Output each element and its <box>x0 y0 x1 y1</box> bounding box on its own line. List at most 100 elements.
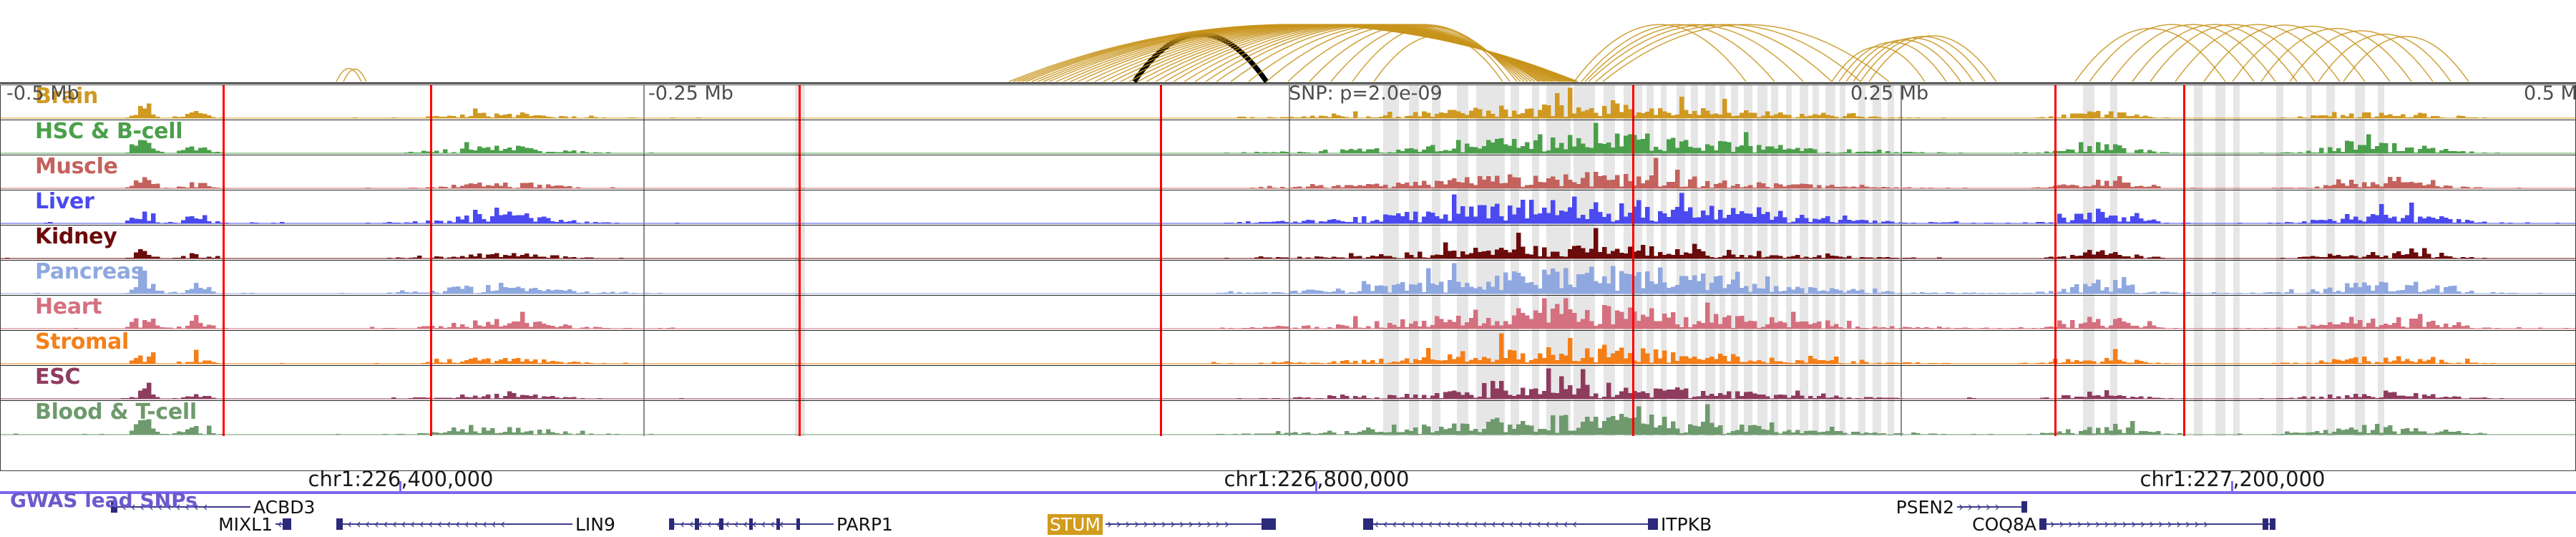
gwas-snp-marker-line <box>1632 155 1635 190</box>
regulatory-shade-band <box>2110 296 2117 330</box>
gene-label-coq8a[interactable]: COQ8A <box>1972 514 2036 535</box>
signal-bars <box>1 158 2575 189</box>
regulatory-shade-band <box>1731 401 1738 436</box>
coordinate-axis-line <box>0 491 2576 494</box>
gene-model-coq8a[interactable]: ››››››››››››››››››› COQ8A <box>1972 514 2275 535</box>
regulatory-shade-band <box>1661 120 1667 155</box>
regulatory-shade-band <box>1873 190 1881 225</box>
regulatory-shade-band <box>1840 401 1845 436</box>
gene-exon <box>2039 518 2046 530</box>
signal-track-heart[interactable]: Heart <box>1 296 2575 331</box>
gene-model-itpkb[interactable]: ‹‹‹‹‹‹‹‹‹‹‹‹‹‹‹‹‹‹‹‹‹‹‹‹ ITPKB <box>1363 514 1712 535</box>
signal-bars <box>1 368 2575 400</box>
axis-tick-guide-line <box>1901 155 1903 190</box>
regulatory-shade-band <box>1705 331 1715 365</box>
regulatory-shade-band <box>2194 261 2202 295</box>
regulatory-shade-band <box>1646 120 1654 155</box>
gene-model-stum[interactable]: ›››››››››››››› STUM <box>1047 514 1276 535</box>
regulatory-shade-band <box>1532 226 1539 260</box>
regulatory-shade-band <box>1858 190 1865 225</box>
regulatory-shade-band <box>2083 155 2094 190</box>
regulatory-shade-band <box>1661 261 1667 295</box>
gene-model-lin9[interactable]: ‹‹‹‹‹‹‹‹‹‹‹‹‹‹‹‹‹‹‹ LIN9 <box>336 514 615 535</box>
track-label-stromal: Stromal <box>35 331 130 354</box>
regulatory-shade-band <box>2306 366 2312 400</box>
axis-tick-guide-line <box>643 155 645 190</box>
coordinate-tick <box>2231 481 2233 494</box>
regulatory-shade-band <box>1744 226 1752 260</box>
gene-label-acbd3[interactable]: ACBD3 <box>253 497 316 518</box>
signal-track-pancreas[interactable]: Pancreas <box>1 261 2575 296</box>
regulatory-shade-band <box>1383 331 1399 365</box>
gene-label-mixl1[interactable]: MIXL1 <box>218 514 273 535</box>
axis-tick-guide-line <box>643 226 645 260</box>
regulatory-shade-band <box>2110 401 2117 436</box>
axis-tick-guide-line <box>1901 120 1903 155</box>
axis-tick-guide-line <box>1901 261 1903 295</box>
regulatory-shade-band <box>1888 120 1894 155</box>
regulatory-shade-band <box>1532 190 1539 225</box>
gwas-snp-marker-line <box>223 296 225 330</box>
gene-label-psen2[interactable]: PSEN2 <box>1896 497 1954 518</box>
regulatory-shade-band <box>1858 261 1865 295</box>
signal-track-stack: Brain-0.5 Mb -0.25 Mb 0.25 Mb 0.5 Mb SNP: p=… <box>0 84 2576 471</box>
regulatory-shade-band <box>2355 226 2365 260</box>
signal-track-stromal[interactable]: Stromal <box>1 331 2575 366</box>
signal-track-esc[interactable]: ESC <box>1 366 2575 401</box>
axis-tick-guide-line <box>1901 190 1903 225</box>
regulatory-shade-band <box>1786 190 1792 225</box>
regulatory-shade-band <box>1800 226 1808 260</box>
regulatory-shade-band <box>2083 85 2094 120</box>
regulatory-shade-band <box>1825 331 1835 365</box>
signal-bars <box>1 193 2575 224</box>
axis-tick-guide-line <box>1901 331 1903 365</box>
regulatory-shade-band <box>2215 190 2225 225</box>
gwas-snp-marker-line <box>2054 190 2057 225</box>
gene-intron-line <box>1957 506 2027 508</box>
regulatory-shade-band <box>2194 120 2202 155</box>
regulatory-shade-band <box>2110 366 2117 400</box>
regulatory-shade-band <box>1409 331 1419 365</box>
signal-track-hsc-b-cell[interactable]: HSC & B-cell <box>1 120 2575 155</box>
regulatory-shade-band <box>1888 155 1894 190</box>
gene-label-lin9[interactable]: LIN9 <box>575 514 615 535</box>
regulatory-shade-band <box>2326 226 2335 260</box>
axis-tick-guide-line <box>1289 155 1291 190</box>
regulatory-shade-band <box>2233 331 2240 365</box>
gwas-snp-marker-line <box>223 366 225 400</box>
gwas-snp-marker-line <box>430 261 433 295</box>
regulatory-shade-band <box>1532 261 1539 295</box>
signal-track-brain[interactable]: Brain-0.5 Mb -0.25 Mb 0.25 Mb 0.5 Mb SNP: p=… <box>1 85 2575 120</box>
signal-track-blood-t-cell[interactable]: Blood & T-cell <box>1 401 2575 436</box>
gene-model-mixl1[interactable]: ‹ MIXL1 <box>218 514 291 535</box>
regulatory-shade-band <box>1840 190 1845 225</box>
regulatory-shade-band <box>2276 331 2283 365</box>
gene-label-itpkb[interactable]: ITPKB <box>1661 514 1712 535</box>
regulatory-shade-band <box>1646 261 1654 295</box>
gene-exon <box>695 518 699 530</box>
gene-model-acbd3[interactable]: ‹‹‹‹‹‹‹‹‹‹‹ ACBD3 <box>111 497 315 518</box>
signal-track-liver[interactable]: Liver <box>1 190 2575 226</box>
regulatory-shade-band <box>1873 331 1881 365</box>
regulatory-shade-band <box>2215 261 2225 295</box>
regulatory-shade-band <box>1858 366 1865 400</box>
gwas-snp-marker-line <box>1160 366 1163 400</box>
axis-tick-guide-line <box>1901 366 1903 400</box>
regulatory-shade-band <box>1731 261 1738 295</box>
regulatory-shade-band <box>1719 331 1725 365</box>
signal-track-kidney[interactable]: Kidney <box>1 226 2575 261</box>
gwas-snp-marker-line <box>430 226 433 260</box>
gene-model-parp1[interactable]: ‹‹‹‹‹‹‹‹‹‹‹‹‹ PARP1 <box>669 514 893 535</box>
gene-label-stum[interactable]: STUM <box>1047 514 1103 535</box>
gene-model-psen2[interactable]: ››››› PSEN2 <box>1896 497 2027 518</box>
regulatory-shade-band <box>1383 120 1399 155</box>
regulatory-shade-band <box>1432 366 1440 400</box>
regulatory-shade-band <box>1731 190 1738 225</box>
gwas-snp-marker-line <box>799 190 801 225</box>
regulatory-shade-band <box>1800 120 1808 155</box>
chromatin-loop-arc-panel <box>0 0 2576 84</box>
signal-track-muscle[interactable]: Muscle <box>1 155 2575 190</box>
regulatory-shade-band <box>2378 366 2384 400</box>
gene-strand-arrows: ››››› <box>1958 500 2004 514</box>
gene-label-parp1[interactable]: PARP1 <box>836 514 893 535</box>
